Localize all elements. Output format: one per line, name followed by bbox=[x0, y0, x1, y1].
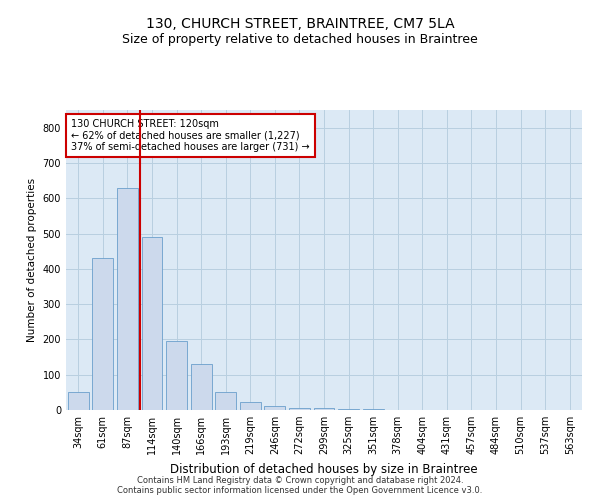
Y-axis label: Number of detached properties: Number of detached properties bbox=[27, 178, 37, 342]
Bar bbox=[166, 341, 187, 410]
Bar bbox=[92, 258, 113, 410]
Bar bbox=[215, 392, 236, 410]
Text: Contains public sector information licensed under the Open Government Licence v3: Contains public sector information licen… bbox=[118, 486, 482, 495]
Bar bbox=[240, 402, 261, 410]
Bar bbox=[314, 408, 334, 410]
Bar bbox=[117, 188, 138, 410]
Bar bbox=[68, 392, 89, 410]
Text: 130 CHURCH STREET: 120sqm
← 62% of detached houses are smaller (1,227)
37% of se: 130 CHURCH STREET: 120sqm ← 62% of detac… bbox=[71, 119, 310, 152]
Text: Size of property relative to detached houses in Braintree: Size of property relative to detached ho… bbox=[122, 32, 478, 46]
Bar bbox=[338, 408, 359, 410]
Bar bbox=[289, 408, 310, 410]
X-axis label: Distribution of detached houses by size in Braintree: Distribution of detached houses by size … bbox=[170, 462, 478, 475]
Text: 130, CHURCH STREET, BRAINTREE, CM7 5LA: 130, CHURCH STREET, BRAINTREE, CM7 5LA bbox=[146, 18, 454, 32]
Bar bbox=[191, 364, 212, 410]
Text: Contains HM Land Registry data © Crown copyright and database right 2024.: Contains HM Land Registry data © Crown c… bbox=[137, 476, 463, 485]
Bar bbox=[142, 237, 163, 410]
Bar bbox=[265, 406, 286, 410]
